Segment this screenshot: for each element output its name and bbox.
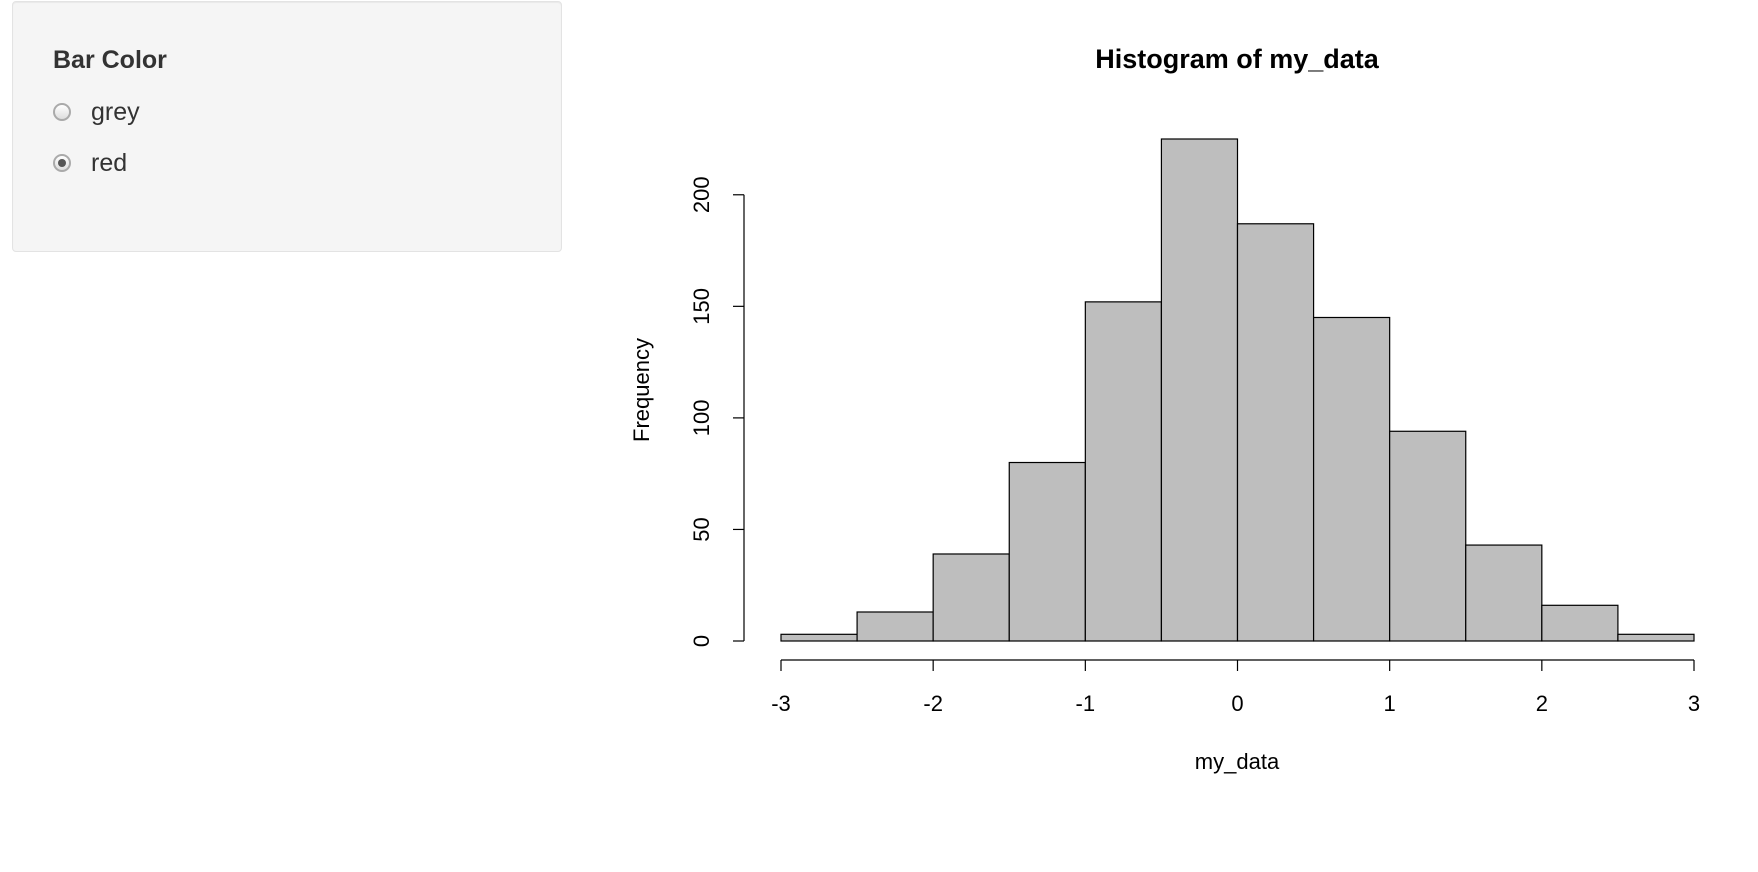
chart-title: Histogram of my_data: [1095, 44, 1380, 74]
bar: [1617, 633, 1695, 642]
bar: [1312, 316, 1391, 642]
y-tick-label: 150: [689, 288, 714, 325]
radio-button[interactable]: [53, 103, 71, 121]
x-tick-label: 0: [1231, 691, 1243, 716]
radio-option[interactable]: red: [53, 148, 127, 178]
radio-label[interactable]: red: [91, 148, 128, 177]
x-tick-label: -1: [1076, 691, 1096, 716]
x-tick-label: 1: [1384, 691, 1396, 716]
bar: [1465, 544, 1543, 642]
radio-option[interactable]: grey: [53, 97, 140, 127]
x-tick-label: 3: [1688, 691, 1700, 716]
bar: [932, 553, 1010, 642]
bar: [780, 633, 858, 642]
bar: [1236, 223, 1315, 642]
radio-button[interactable]: [53, 154, 71, 172]
x-tick-label: 2: [1536, 691, 1548, 716]
bar: [1008, 461, 1086, 642]
y-tick-label: 200: [689, 176, 714, 213]
radio-label[interactable]: grey: [91, 97, 140, 126]
y-tick-label: 0: [689, 635, 714, 647]
y-tick-label: 100: [689, 400, 714, 437]
sidebar-title: Bar Color: [53, 46, 167, 74]
bar: [856, 611, 934, 642]
x-tick-label: -3: [771, 691, 791, 716]
bar: [1084, 301, 1163, 642]
x-axis-label: my_data: [1195, 749, 1280, 774]
x-tick-label: -2: [923, 691, 943, 716]
y-tick-label: 50: [689, 517, 714, 541]
sidebar-panel: Bar Color grey red: [12, 1, 562, 252]
y-axis-label: Frequency: [629, 338, 654, 442]
bar: [1541, 604, 1619, 642]
bar: [1389, 430, 1467, 642]
bar: [1160, 138, 1239, 642]
